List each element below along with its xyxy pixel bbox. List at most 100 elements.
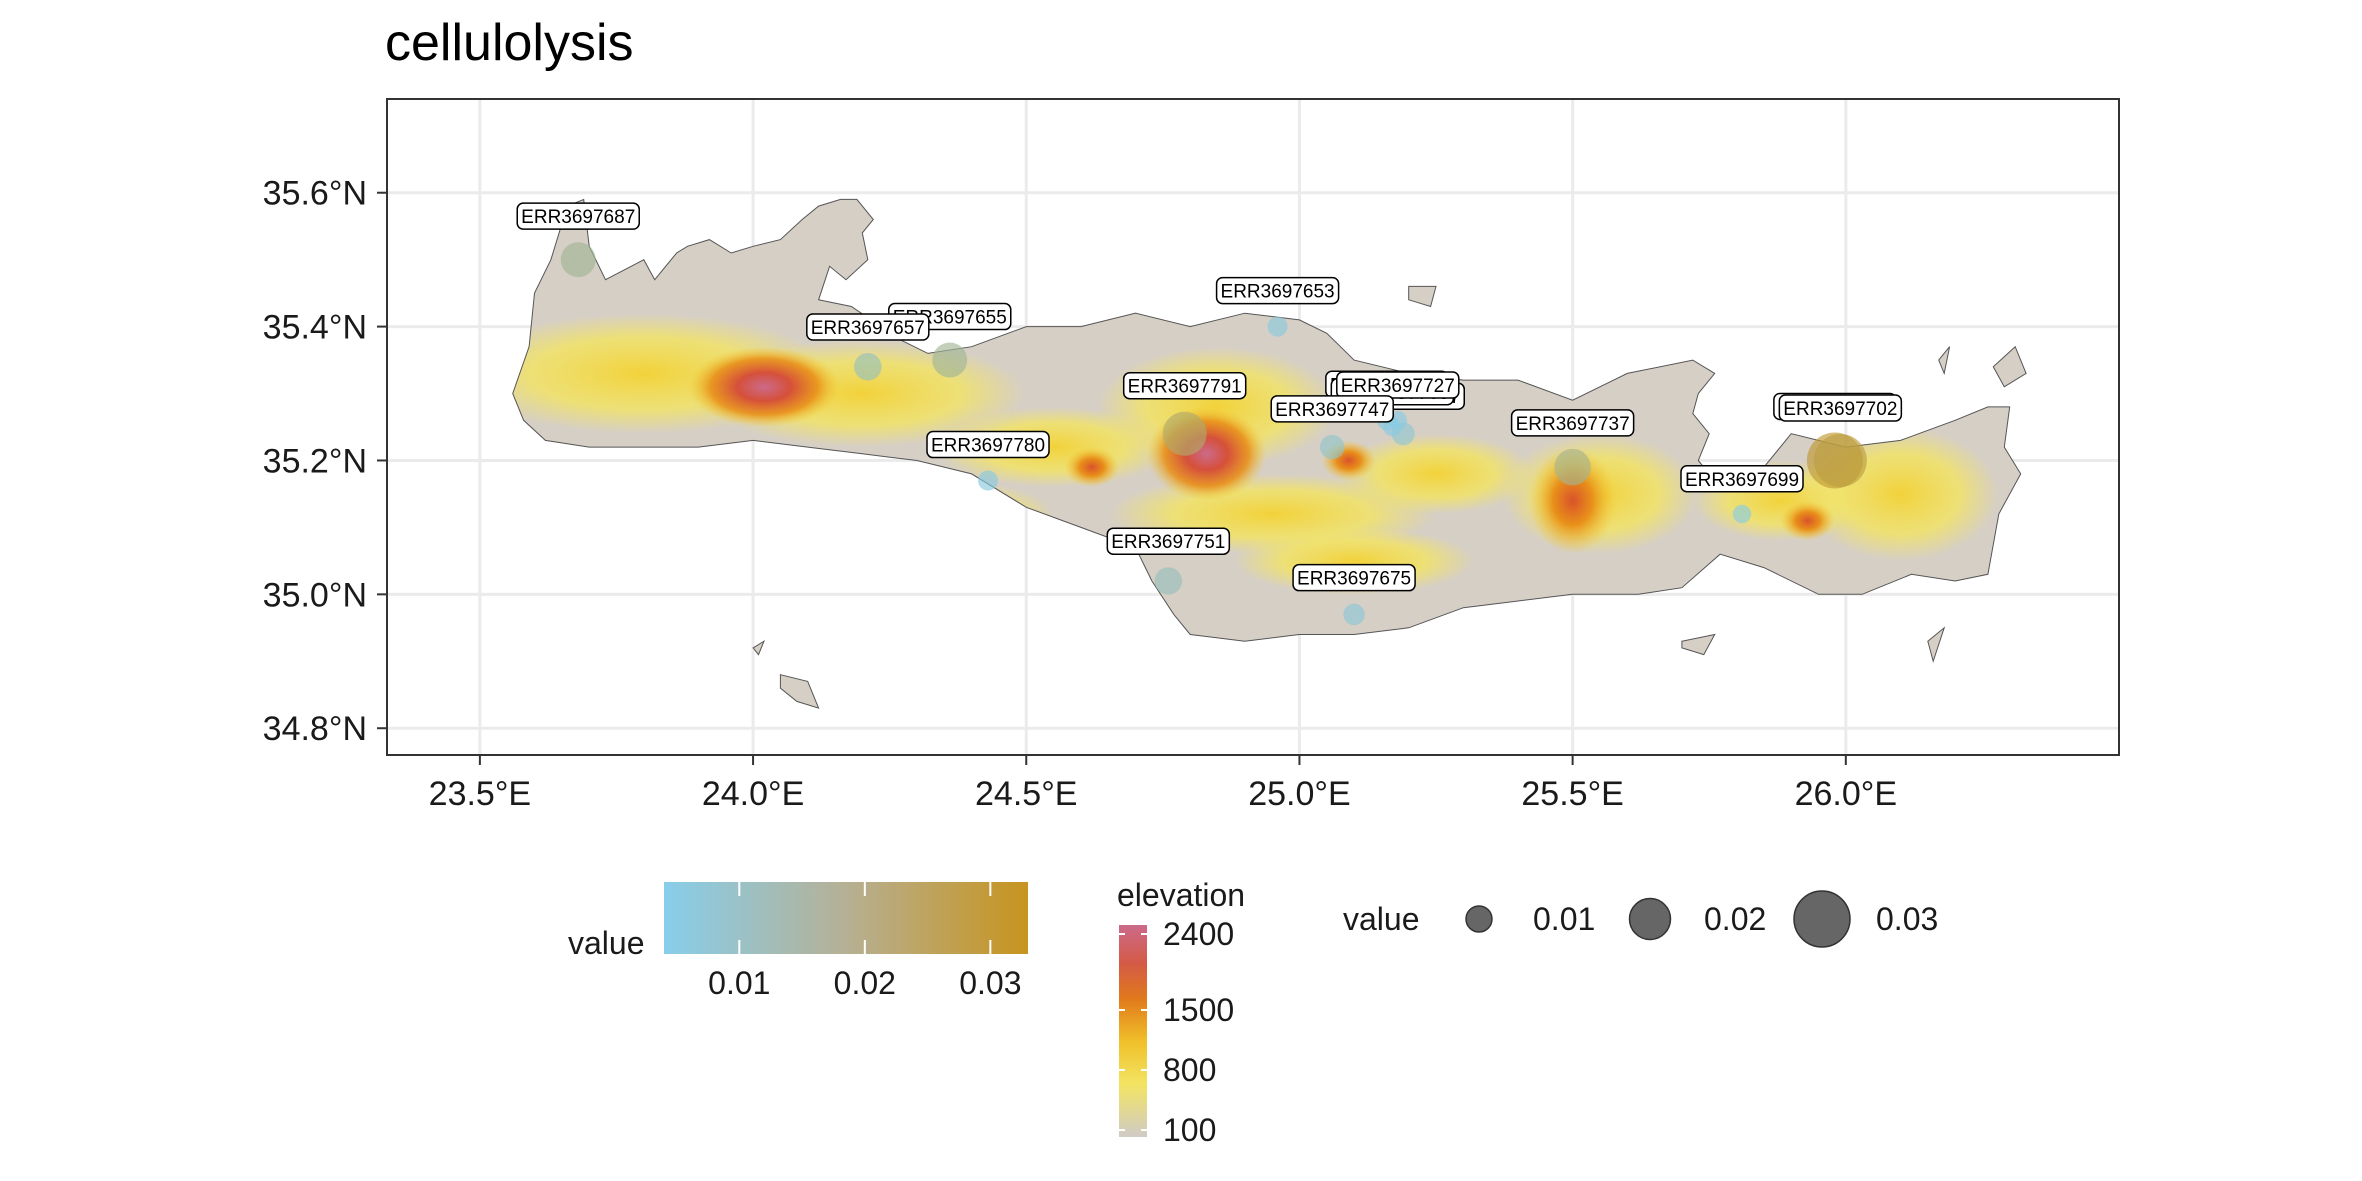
islet [1408,285,1437,308]
elevation-colorbar-label: 1500 [1163,992,1234,1028]
sample-label-box [1510,409,1635,437]
sample-label-text: ERR3697780 [931,436,1045,457]
value-colorbar-label: 0.03 [959,965,1021,1001]
x-tick-label: 23.5°E [429,775,531,813]
elevation-colorbar-ticks: 2400 1500 800 100 [1119,916,1234,1148]
elevation-legend-title: elevation [1117,877,1245,913]
islet [752,639,766,656]
sample-label: ERR3697699 [1680,465,1804,493]
sample-point[interactable] [1319,434,1345,460]
x-tick-label: 25.0°E [1248,775,1350,813]
sample-point[interactable] [1267,316,1288,337]
value-colorbar-label: 0.01 [708,965,770,1001]
sample-label-text: ERR3697727 [1341,376,1455,397]
sample-label-box [1680,465,1804,493]
hill-region [1337,433,1535,515]
mountain-region [1146,406,1267,501]
size-legend-label: 0.03 [1876,901,1938,937]
sample-label-box [516,202,640,230]
sample-label: ERR3697780 [926,430,1050,459]
sample-label-box [1215,276,1340,305]
islet [1938,346,1951,376]
plot-panel: ERR3697687ERR3697655ERR3697657ERR3697780… [387,99,2119,755]
elevation-colorbar-label: 800 [1163,1052,1216,1088]
sample-label: ERR3697727 [1336,371,1460,399]
mountain-region [687,346,841,427]
sample-label: ERR3697675 [1292,563,1416,592]
sample-label: ERR3697657 [806,313,930,341]
sample-label-box [1106,527,1231,555]
sample-points [560,242,1867,626]
sample-point[interactable] [854,353,882,381]
islet [779,674,820,709]
sample-point[interactable] [1343,603,1365,626]
value-size-legend-title: value [1343,901,1420,937]
sample-label-box [1270,395,1394,423]
sample-label-box [926,430,1050,459]
x-tick-label: 24.5°E [975,775,1077,813]
size-legend-key [1465,905,1493,933]
sample-label-text: ERR3697791 [1128,377,1242,398]
sample-label-text: ERR3697699 [1685,470,1799,491]
islet [1927,626,1946,664]
sample-point[interactable] [1813,433,1867,487]
sample-label-box [1292,563,1416,592]
elevation-colorbar-label: 100 [1163,1112,1216,1148]
value-size-legend: value 0.01 0.02 0.03 [1343,890,1938,948]
sample-point[interactable] [1732,504,1752,524]
sample-label: ERR3697653 [1215,276,1340,305]
y-axis: 34.8°N 35.0°N 35.2°N 35.4°N 35.6°N [263,175,387,748]
chart-title: cellulolysis [385,14,634,72]
sample-point[interactable] [932,342,968,378]
sample-label: ERR3697687 [516,202,640,230]
mountain-region [1780,500,1835,541]
sample-label: ERR3697751 [1106,527,1231,555]
value-colorbar-label: 0.02 [834,965,896,1001]
sample-point[interactable] [560,242,596,278]
sample-label-text: ERR3697702 [1783,399,1897,420]
value-colorbar-ticks: 0.01 0.02 0.03 [708,882,1021,1001]
size-legend-label: 0.02 [1704,901,1766,937]
sample-label: ERR3697737 [1510,409,1635,437]
value-color-legend-title: value [568,925,645,961]
x-tick-label: 25.5°E [1521,775,1623,813]
sample-label: ERR3697791 [1122,371,1247,400]
y-tick-label: 35.6°N [263,175,367,213]
sample-label-text: ERR3697747 [1275,400,1389,421]
sample-label-text: ERR3697687 [521,207,635,228]
sample-point[interactable] [1554,448,1591,486]
x-tick-label: 24.0°E [702,775,804,813]
size-legend-key [1793,890,1851,948]
y-tick-label: 35.2°N [263,442,367,480]
size-legend-key [1628,897,1672,941]
elevation-colorbar-label: 2400 [1163,916,1234,952]
sample-point[interactable] [1154,567,1183,595]
x-tick-label: 26.0°E [1795,775,1897,813]
panel-border [386,98,2120,756]
sample-label-box [1122,371,1247,400]
sample-label-text: ERR3697653 [1221,282,1335,303]
crete-coastline [512,198,2022,642]
x-axis: 23.5°E 24.0°E 24.5°E 25.0°E 25.5°E 26.0°E [429,755,1897,813]
y-tick-label: 35.0°N [263,576,367,614]
value-color-legend: value 0.01 0.02 0.03 [568,882,1028,1001]
elevation-legend: elevation 2400 1500 800 100 [1117,877,1245,1148]
mountain-region [1064,447,1120,488]
sample-point[interactable] [978,470,999,491]
elevation-colorbar [1119,925,1147,1137]
sample-label-box [806,313,930,341]
islet [1681,633,1716,656]
y-tick-label: 35.4°N [263,309,367,347]
sample-label-text: ERR3697737 [1516,414,1630,435]
sample-label-box [1778,394,1903,422]
y-tick-label: 34.8°N [263,710,367,748]
sample-label-text: ERR3697751 [1111,532,1225,553]
sample-label: ERR3697747 [1270,395,1394,423]
sample-label-text: ERR3697675 [1297,569,1411,590]
sample-point[interactable] [1162,411,1207,456]
sample-labels: ERR3697687ERR3697655ERR3697657ERR3697780… [516,202,1903,592]
value-colorbar [664,882,1028,954]
sample-label-box [1336,371,1460,399]
islet [1992,345,2027,388]
